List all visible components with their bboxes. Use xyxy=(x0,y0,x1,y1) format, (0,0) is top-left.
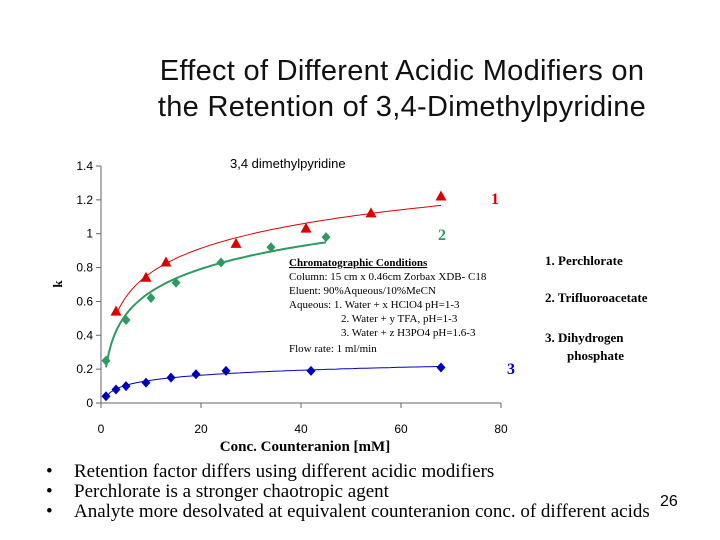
y-tick-label: 1 xyxy=(86,227,93,241)
conditions-line-flow: Flow rate: 1 ml/min xyxy=(289,343,377,355)
legend: 1. Perchlorate 2. Trifluoroacetate 3. Di… xyxy=(545,253,648,363)
y-tick-label: 1.4 xyxy=(76,159,93,173)
data-point-series-2 xyxy=(121,315,131,326)
data-point-series-1 xyxy=(435,190,447,201)
conditions-line-aqueous-1: Aqueous: 1. Water + x HClO4 pH=1-3 xyxy=(289,299,460,311)
data-point-series-2 xyxy=(171,277,181,288)
data-point-series-1 xyxy=(160,256,172,267)
conditions-line-column: Column: 15 cm x 0.46cm Zorbax XDB- C18 xyxy=(289,271,487,283)
legend-item-dihydrogen: 3. Dihydrogen xyxy=(545,330,624,345)
bullet-symbol: • xyxy=(46,501,53,522)
slide-title-line-2: the Retention of 3,4-Dimethylpyridine xyxy=(157,91,647,123)
y-tick-label: 0.2 xyxy=(76,362,93,376)
y-tick-label: 1.2 xyxy=(76,193,93,207)
bullet-symbol: • xyxy=(46,461,53,482)
bullet-text: Perchlorate is a stronger chaotropic age… xyxy=(74,481,389,502)
series-label-3: 3 xyxy=(507,361,515,378)
bullet-text: Retention factor differs using different… xyxy=(74,461,495,482)
x-tick-label: 0 xyxy=(98,422,105,436)
data-point-series-1 xyxy=(140,271,152,282)
legend-item-trifluoroacetate: 2. Trifluoroacetate xyxy=(545,290,648,305)
data-point-series-2 xyxy=(216,257,226,268)
data-point-series-3 xyxy=(101,391,111,402)
data-point-series-3 xyxy=(221,365,231,376)
page-number: 26 xyxy=(660,493,678,510)
bullet-item: • Retention factor differs using differe… xyxy=(46,462,716,482)
trend-curve-series-2 xyxy=(105,241,327,368)
y-axis-label: k xyxy=(50,280,65,288)
conditions-line-aqueous-2: 2. Water + y TFA, pH=1-3 xyxy=(341,313,458,325)
data-point-series-3 xyxy=(166,372,176,383)
slide-title-line-1: Effect of Different Acidic Modifiers on xyxy=(159,55,645,87)
conditions-heading: Chromatographic Conditions xyxy=(289,257,428,269)
trend-curve-series-1 xyxy=(115,204,442,316)
data-point-series-1 xyxy=(230,237,242,248)
data-point-series-2 xyxy=(321,232,331,243)
data-point-series-1 xyxy=(365,207,377,218)
bullet-text: Analyte more desolvated at equivalent co… xyxy=(74,501,650,522)
data-point-series-1 xyxy=(300,222,312,233)
data-point-series-3 xyxy=(191,369,201,380)
x-axis-label: Conc. Counteranion [mM] xyxy=(220,439,390,455)
data-point-series-3 xyxy=(306,365,316,376)
data-point-series-2 xyxy=(266,242,276,253)
data-point-series-3 xyxy=(141,377,151,388)
x-tick-label: 60 xyxy=(394,422,408,436)
data-point-series-3 xyxy=(436,362,446,373)
y-tick-label: 0.6 xyxy=(76,294,93,308)
y-tick-label: 0 xyxy=(86,396,93,410)
data-point-series-2 xyxy=(146,293,156,304)
y-tick-label: 0.8 xyxy=(76,261,93,275)
trend-curve-series-3 xyxy=(105,365,442,398)
series-label-2: 2 xyxy=(438,227,446,244)
conditions-box: Chromatographic Conditions Column: 15 cm… xyxy=(289,257,487,355)
x-tick-label: 40 xyxy=(294,422,308,436)
bullet-item: • Perchlorate is a stronger chaotropic a… xyxy=(46,482,716,502)
x-tick-label: 20 xyxy=(194,422,208,436)
x-tick-label: 80 xyxy=(494,422,508,436)
legend-item-phosphate: phosphate xyxy=(567,348,624,363)
bullet-item: • Analyte more desolvated at equivalent … xyxy=(46,502,716,522)
series-label-1: 1 xyxy=(491,191,499,208)
conditions-line-aqueous-3: 3. Water + z H3PO4 pH=1.6-3 xyxy=(341,327,476,339)
data-point-series-1 xyxy=(110,305,122,316)
legend-item-perchlorate: 1. Perchlorate xyxy=(545,253,623,268)
y-tick-label: 0.4 xyxy=(76,328,93,342)
data-point-series-2 xyxy=(101,355,111,366)
data-point-series-3 xyxy=(111,384,121,395)
conditions-line-eluent: Eluent: 90%Aqueous/10%MeCN xyxy=(289,285,436,297)
chart-title: 3,4 dimethylpyridine xyxy=(230,156,346,171)
bullet-symbol: • xyxy=(46,481,53,502)
bullet-list: • Retention factor differs using differe… xyxy=(46,462,716,522)
data-point-series-3 xyxy=(121,381,131,392)
